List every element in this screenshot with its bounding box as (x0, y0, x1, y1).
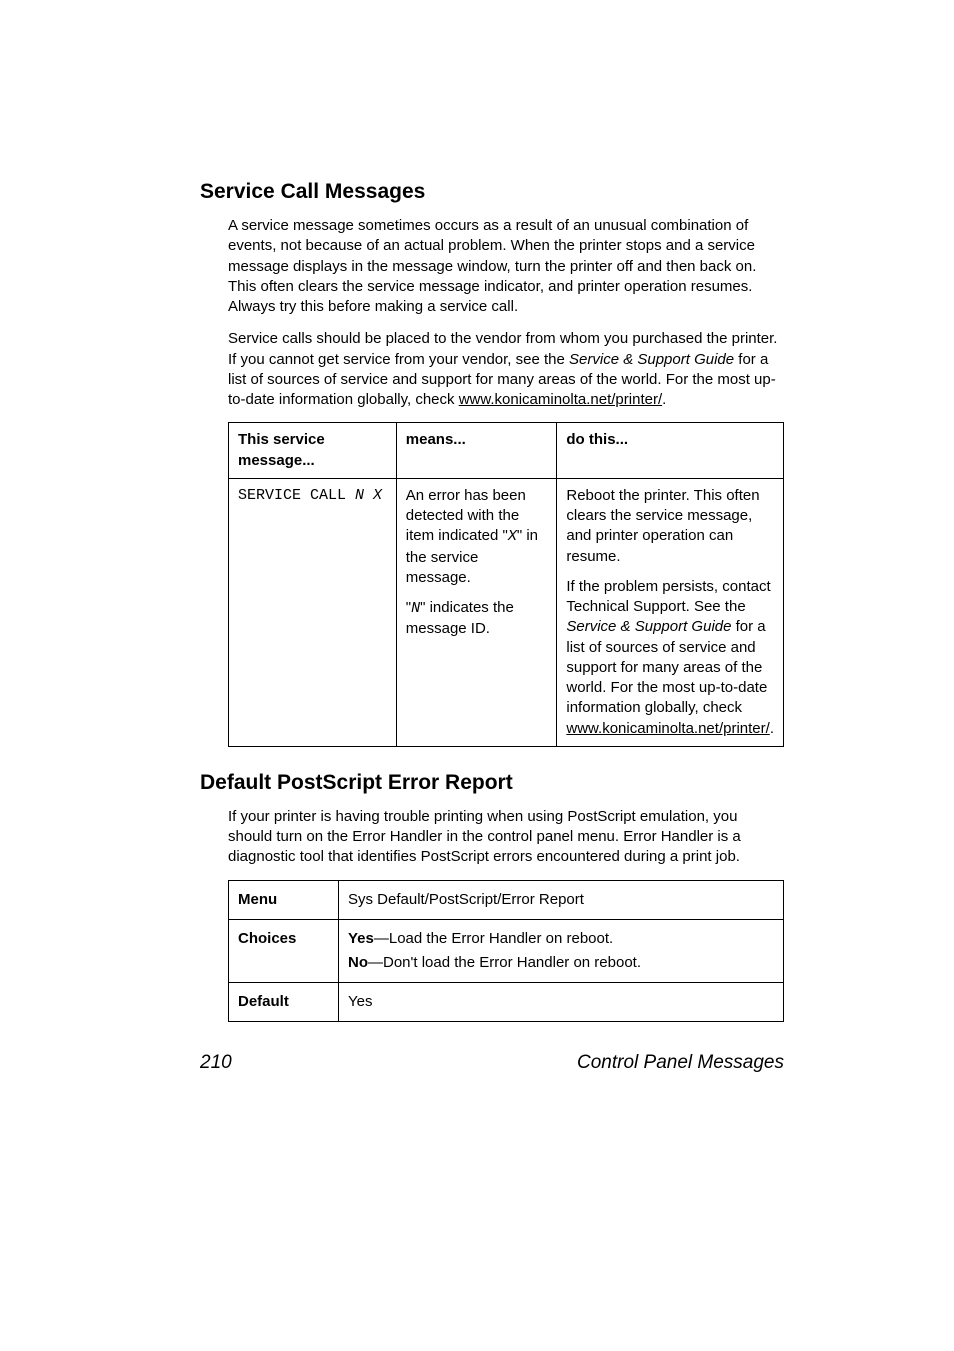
service-td2: An error has been detected with the item… (396, 478, 557, 746)
postscript-table: Menu Sys Default/PostScript/Error Report… (228, 880, 784, 1022)
section-heading-service: Service Call Messages (200, 180, 784, 204)
service-td3-p2c: . (770, 720, 774, 737)
default-value: Yes (339, 982, 784, 1021)
postscript-para: If your printer is having trouble printi… (228, 807, 784, 868)
choices-yes-bold: Yes (348, 930, 374, 947)
service-td3-p1: Reboot the printer. This often clears th… (566, 486, 774, 567)
service-td3-p2: If the problem persists, contact Technic… (566, 577, 774, 739)
table-row: Menu Sys Default/PostScript/Error Report (229, 880, 784, 919)
footer-title: Control Panel Messages (577, 1052, 784, 1074)
page-footer: 210 Control Panel Messages (200, 1052, 784, 1074)
service-td3-p2a: If the problem persists, contact Technic… (566, 578, 770, 615)
menu-label: Menu (229, 880, 339, 919)
service-para2-suffix: . (662, 391, 666, 408)
service-table: This service message... means... do this… (228, 422, 784, 747)
service-th2: means... (396, 423, 557, 479)
service-td2-p2n: N (411, 600, 420, 617)
service-td3: Reboot the printer. This often clears th… (557, 478, 784, 746)
table-row: Default Yes (229, 982, 784, 1021)
service-td1: SERVICE CALL N X (229, 478, 397, 746)
choices-no-bold: No (348, 954, 368, 971)
page-number: 210 (200, 1052, 232, 1074)
service-td2-p1: An error has been detected with the item… (406, 486, 548, 588)
table-row: SERVICE CALL N X An error has been detec… (229, 478, 784, 746)
service-para2-link[interactable]: www.konicaminolta.net/printer/ (459, 391, 662, 408)
service-para2: Service calls should be placed to the ve… (228, 329, 784, 410)
choices-yes-rest: —Load the Error Handler on reboot. (374, 930, 613, 947)
service-para2-italic: Service & Support Guide (569, 351, 734, 368)
service-td2-p2b: " indicates the message ID. (406, 599, 514, 637)
service-td2-p2: "N" indicates the message ID. (406, 598, 548, 640)
table-row: Choices Yes—Load the Error Handler on re… (229, 919, 784, 982)
service-td2-p1x: X (508, 528, 517, 545)
service-th1: This service message... (229, 423, 397, 479)
table-header-row: This service message... means... do this… (229, 423, 784, 479)
section-heading-postscript: Default PostScript Error Report (200, 771, 784, 795)
service-para1: A service message sometimes occurs as a … (228, 216, 784, 317)
menu-value: Sys Default/PostScript/Error Report (339, 880, 784, 919)
service-th3: do this... (557, 423, 784, 479)
choices-no-rest: —Don't load the Error Handler on reboot. (368, 954, 641, 971)
choices-label: Choices (229, 919, 339, 982)
service-td3-p2-italic: Service & Support Guide (566, 618, 731, 635)
choices-value: Yes—Load the Error Handler on reboot. No… (339, 919, 784, 982)
service-td1-prefix: SERVICE CALL (238, 487, 355, 504)
choices-no: No—Don't load the Error Handler on reboo… (348, 951, 774, 975)
choices-yes: Yes—Load the Error Handler on reboot. (348, 927, 774, 951)
service-td3-p2-link[interactable]: www.konicaminolta.net/printer/ (566, 720, 769, 737)
service-td1-italic: N X (355, 487, 382, 504)
default-label: Default (229, 982, 339, 1021)
